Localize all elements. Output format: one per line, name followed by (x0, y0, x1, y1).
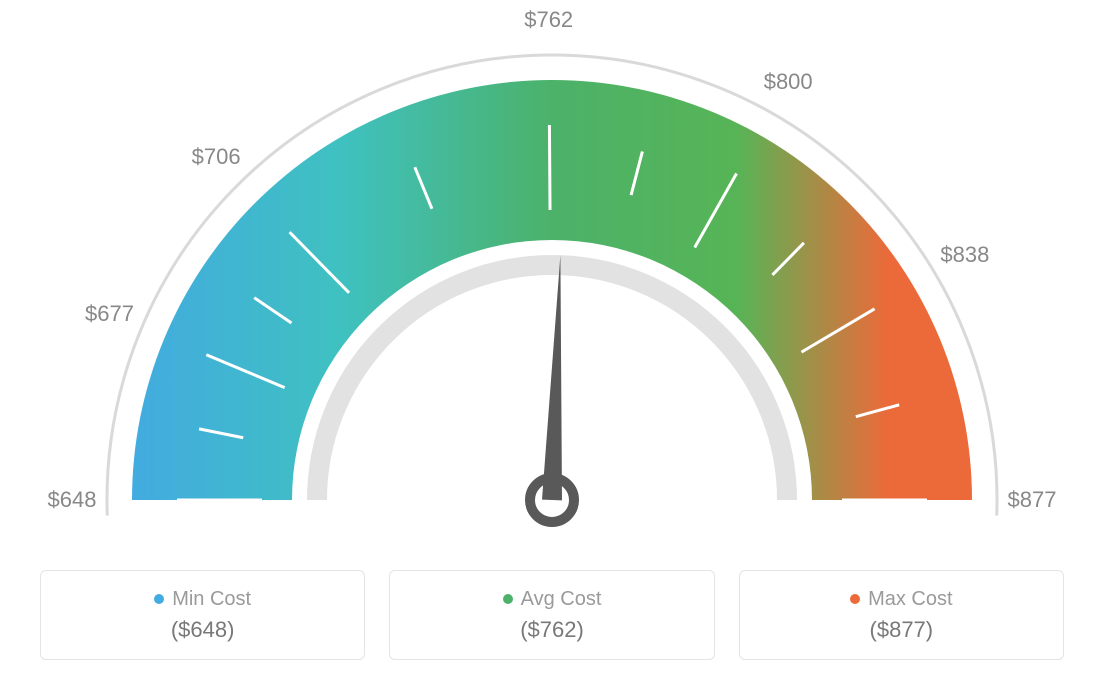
tick-label: $838 (940, 242, 989, 268)
legend-title-avg: Avg Cost (503, 588, 602, 611)
legend-name-min: Min Cost (172, 588, 251, 611)
dot-icon (154, 594, 164, 604)
dot-icon (850, 594, 860, 604)
legend-value-min: ($648) (171, 617, 235, 643)
tick-label: $762 (524, 7, 573, 33)
tick-label: $706 (192, 144, 241, 170)
chart-wrap: $648 $677 $706 $762 $800 $838 $877 Min Cost ($… (0, 0, 1104, 690)
dot-icon (503, 594, 513, 604)
gauge-svg (0, 0, 1104, 560)
tick-label: $648 (48, 487, 97, 513)
legend-value-avg: ($762) (520, 617, 584, 643)
tick-label: $800 (764, 69, 813, 95)
legend-card-avg: Avg Cost ($762) (389, 570, 714, 660)
legend-row: Min Cost ($648) Avg Cost ($762) Max Cost… (40, 570, 1064, 660)
gauge-area: $648 $677 $706 $762 $800 $838 $877 (0, 0, 1104, 560)
tick-label: $877 (1008, 487, 1057, 513)
legend-card-min: Min Cost ($648) (40, 570, 365, 660)
tick-label: $677 (85, 301, 134, 327)
legend-name-avg: Avg Cost (521, 588, 602, 611)
legend-card-max: Max Cost ($877) (739, 570, 1064, 660)
legend-title-min: Min Cost (154, 588, 251, 611)
legend-title-max: Max Cost (850, 588, 952, 611)
legend-value-max: ($877) (870, 617, 934, 643)
legend-name-max: Max Cost (868, 588, 952, 611)
